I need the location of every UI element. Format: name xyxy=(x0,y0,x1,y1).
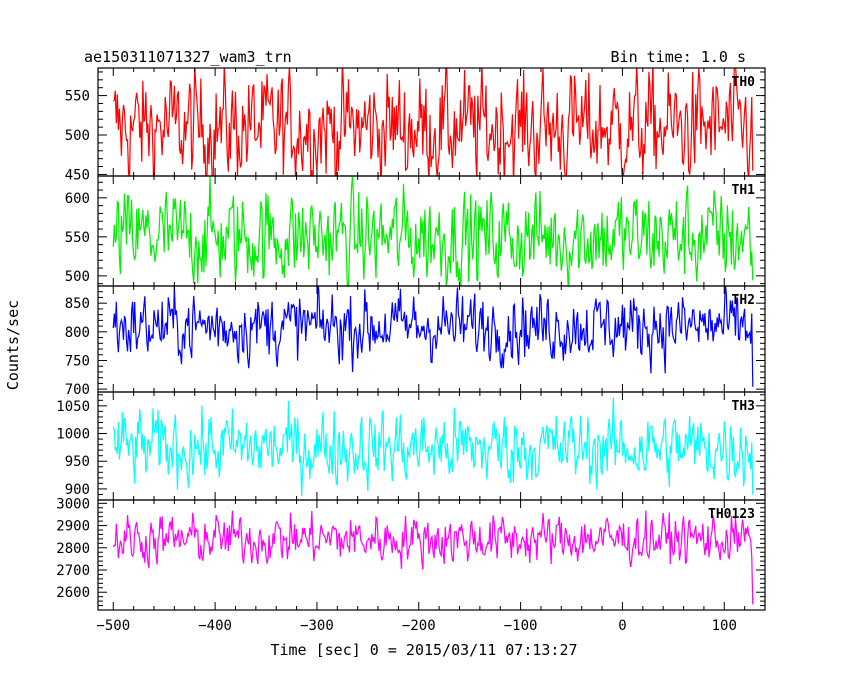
panel-th2: 700 750 800 850 TH2 xyxy=(65,285,766,398)
series-th3 xyxy=(112,397,754,497)
x-tick-label: −500 xyxy=(96,618,130,634)
y-tick-label: 1000 xyxy=(56,427,90,443)
y-tick-label: 700 xyxy=(65,382,90,398)
y-tick-label: 450 xyxy=(65,167,90,183)
x-tick-label: 100 xyxy=(712,618,737,634)
y-tick-label: 2900 xyxy=(56,519,90,535)
y-tick-label: 750 xyxy=(65,353,90,369)
x-tick-label: −400 xyxy=(198,618,232,634)
x-tick-label: −100 xyxy=(504,618,538,634)
y-tick-label: 550 xyxy=(65,230,90,246)
panel-label: TH0123 xyxy=(708,507,755,522)
bin-time-label: Bin time: 1.0 s xyxy=(611,48,746,66)
panel-th3: 900 950 1000 1050 TH3 xyxy=(56,391,766,501)
panel-th1: 500 550 600 TH1 xyxy=(65,175,766,287)
y-tick-label: 2700 xyxy=(56,563,90,579)
y-tick-label: 900 xyxy=(65,482,90,498)
panel-label: TH0 xyxy=(732,75,756,90)
y-tick-label: 2800 xyxy=(56,541,90,557)
y-tick-label: 3000 xyxy=(56,496,90,512)
panel-th0123: 2600 2700 2800 2900 3000 TH0123 xyxy=(56,496,766,611)
panels: 450 500 550 TH0 500 550 600 TH1 700 750 800 850 TH2 9… xyxy=(56,67,766,611)
panel-frame xyxy=(97,285,766,393)
plot-title: ae150311071327_wam3_trn xyxy=(84,48,292,66)
series-th0123 xyxy=(112,510,754,605)
y-tick-label: 500 xyxy=(65,269,90,285)
y-tick-label: 950 xyxy=(65,454,90,470)
panel-label: TH2 xyxy=(732,293,755,308)
series-th2 xyxy=(112,286,754,387)
y-tick-label: 2600 xyxy=(56,585,90,601)
x-axis-title: Time [sec] 0 = 2015/03/11 07:13:27 xyxy=(270,641,577,659)
y-tick-label: 600 xyxy=(65,191,90,207)
panel-label: TH3 xyxy=(732,399,755,414)
x-axis: −500 −400 −300 −200 −100 0 100 xyxy=(96,618,737,634)
x-tick-label: −300 xyxy=(300,618,334,634)
x-tick-label: 0 xyxy=(618,618,626,634)
y-tick-label: 500 xyxy=(65,128,90,144)
y-tick-label: 850 xyxy=(65,296,90,312)
panel-label: TH1 xyxy=(732,183,756,198)
x-tick-label: −200 xyxy=(402,618,436,634)
y-tick-label: 800 xyxy=(65,325,90,341)
panel-frame xyxy=(97,499,766,611)
y-tick-label: 550 xyxy=(65,89,90,105)
y-tick-label: 1050 xyxy=(56,399,90,415)
series-th1 xyxy=(112,176,754,286)
panel-th0: 450 500 550 TH0 xyxy=(65,67,766,183)
series-th0 xyxy=(112,68,754,176)
y-axis-title: Counts/sec xyxy=(4,300,22,390)
